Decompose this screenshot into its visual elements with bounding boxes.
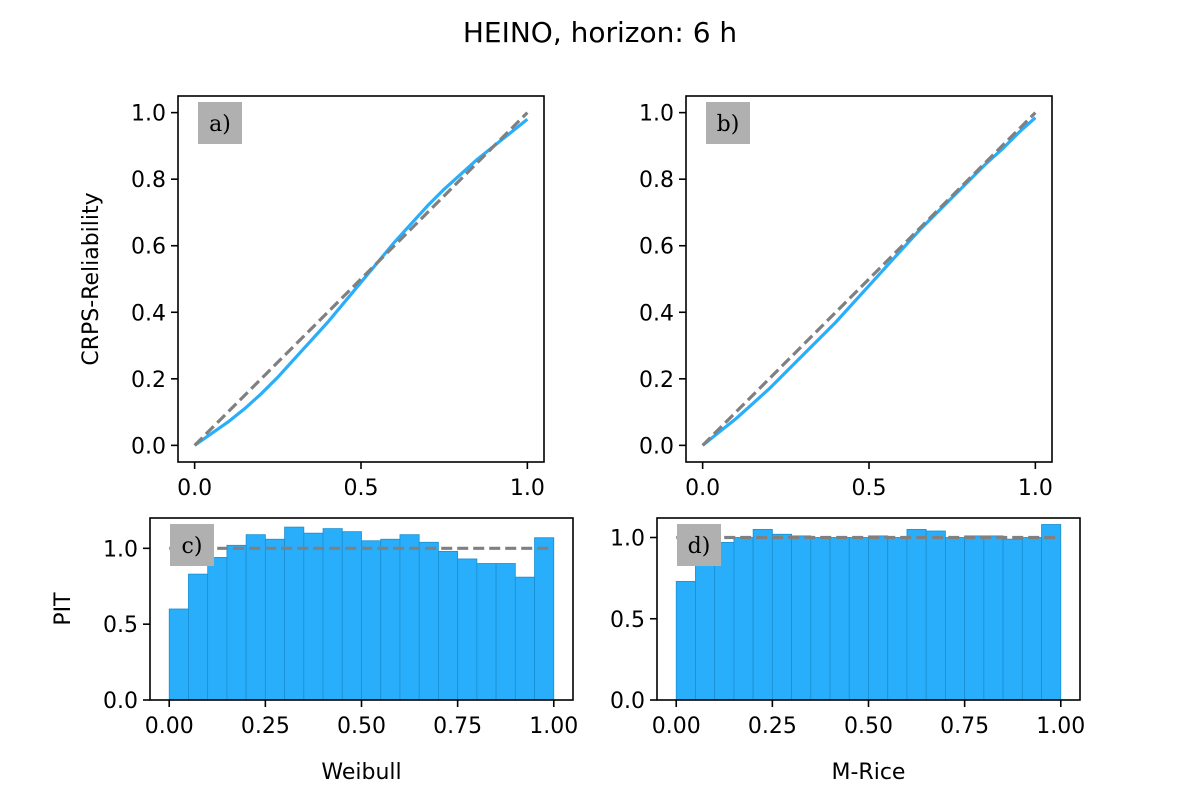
x-tick-label: 0.0	[177, 476, 212, 501]
histogram-bar	[771, 533, 792, 700]
x-tick-label: 0.50	[844, 714, 893, 739]
y-tick-label: 1.0	[639, 102, 674, 127]
x-tick-label: 0.0	[685, 476, 720, 501]
histogram-bar	[964, 535, 985, 700]
x-tick-label: 0.5	[852, 476, 887, 501]
panel-c-pit-histogram: 0.00 0.25 0.50 0.75 1.00 0.0 0.5 1.0 Weibull PIT c…	[51, 517, 578, 785]
panel-label-box	[170, 524, 214, 566]
histogram-bar	[264, 538, 285, 700]
x-tick-label: 1.00	[1036, 714, 1085, 739]
histogram-bar	[925, 530, 946, 700]
plot-area	[675, 524, 1062, 700]
x-tick-label: 1.0	[510, 476, 545, 501]
reliability-curve	[193, 118, 529, 447]
x-tick-label: 0.5	[344, 476, 379, 501]
histogram-bar	[380, 538, 401, 700]
histogram-bar	[168, 608, 189, 700]
x-tick-label: 0.75	[940, 714, 989, 739]
histogram-bar	[361, 540, 382, 700]
histogram-bar	[322, 528, 343, 700]
histogram-bar	[303, 532, 324, 700]
panel-label-box	[198, 102, 242, 144]
y-tick-label: 0.8	[639, 168, 674, 193]
histogram-bar	[714, 541, 735, 700]
reference-diagonal-line	[701, 111, 1037, 447]
panel-label-box	[677, 524, 721, 566]
histogram-bar	[810, 537, 831, 700]
x-tick-label: 0.00	[652, 714, 701, 739]
histogram-bar	[983, 535, 1004, 700]
histogram-bar	[906, 528, 927, 700]
y-tick-label: 0.5	[610, 608, 645, 633]
x-tick-label: 1.0	[1018, 476, 1053, 501]
panel-label: c)	[182, 534, 203, 559]
y-tick-label: 0.6	[639, 235, 674, 260]
y-tick-label: 0.6	[131, 235, 166, 260]
histogram-bar	[675, 580, 696, 700]
histogram-bar	[1002, 538, 1023, 700]
figure-title: HEINO, horizon: 6 h	[463, 16, 737, 49]
x-tick-label: 0.25	[748, 714, 797, 739]
x-tick-label: 0.75	[433, 714, 482, 739]
panel-label: d)	[688, 534, 711, 559]
x-tick-label: 1.00	[529, 714, 578, 739]
histogram-bar	[188, 573, 209, 700]
histogram-bar	[457, 558, 478, 700]
y-tick-label: 0.4	[639, 301, 674, 326]
histogram-bar	[534, 537, 555, 700]
panel-b-crps-reliability: 0.0 0.5 1.0 0.0 0.2 0.4 0.6 0.8 1.0 b)	[639, 95, 1053, 501]
histogram-bar	[868, 535, 889, 700]
histogram-bar	[438, 550, 459, 700]
histogram-bar	[495, 563, 516, 700]
histogram-bar	[848, 537, 869, 700]
y-tick-label: 0.0	[103, 689, 138, 714]
histogram-bar	[1041, 524, 1062, 700]
plot-area	[701, 111, 1037, 447]
y-tick-label: 0.4	[131, 301, 166, 326]
histogram-bar	[341, 531, 362, 700]
y-tick-label: 1.0	[131, 102, 166, 127]
histogram-bar	[887, 537, 908, 700]
y-tick-label: 0.0	[639, 434, 674, 459]
y-axis-label: PIT	[51, 592, 76, 626]
histogram-bar	[245, 534, 266, 700]
histogram-bar	[752, 528, 773, 700]
panel-a-crps-reliability: 0.0 0.5 1.0 0.0 0.2 0.4 0.6 0.8 1.0 CRPS-Reliabil…	[79, 95, 545, 501]
histogram-bar	[1021, 537, 1042, 700]
panel-label: b)	[717, 112, 740, 137]
panel-label: a)	[209, 112, 231, 137]
y-tick-label: 0.0	[131, 434, 166, 459]
y-tick-label: 0.5	[103, 613, 138, 638]
reference-diagonal-line	[193, 111, 529, 447]
x-tick-label: 0.00	[145, 714, 194, 739]
x-axis-label: M-Rice	[832, 760, 906, 785]
histogram-bar	[695, 558, 716, 700]
histogram-bar	[207, 557, 228, 700]
y-tick-label: 1.0	[610, 527, 645, 552]
y-axis-label: CRPS-Reliability	[79, 192, 104, 365]
histogram-bar	[418, 541, 439, 700]
y-tick-label: 0.2	[131, 368, 166, 393]
x-tick-label: 0.25	[241, 714, 290, 739]
plot-area	[193, 111, 529, 447]
panel-d-pit-histogram: 0.00 0.25 0.50 0.75 1.00 0.0 0.5 1.0 M-Rice d)	[610, 517, 1085, 785]
histogram-bar	[945, 537, 966, 700]
histogram-bar	[399, 534, 420, 700]
histogram-bar	[733, 537, 754, 700]
y-tick-label: 0.2	[639, 368, 674, 393]
y-tick-label: 0.8	[131, 168, 166, 193]
panel-label-box	[706, 102, 750, 144]
histogram-bar	[226, 544, 247, 700]
x-axis-label: Weibull	[321, 760, 401, 785]
histogram-bar	[829, 537, 850, 700]
histogram-bar	[514, 576, 535, 700]
histogram-bar	[791, 535, 812, 700]
x-tick-label: 0.50	[337, 714, 386, 739]
histogram-bar	[284, 526, 305, 700]
y-tick-label: 0.0	[610, 689, 645, 714]
histogram-bar	[476, 563, 497, 700]
plot-area	[168, 526, 555, 700]
y-tick-label: 1.0	[103, 537, 138, 562]
